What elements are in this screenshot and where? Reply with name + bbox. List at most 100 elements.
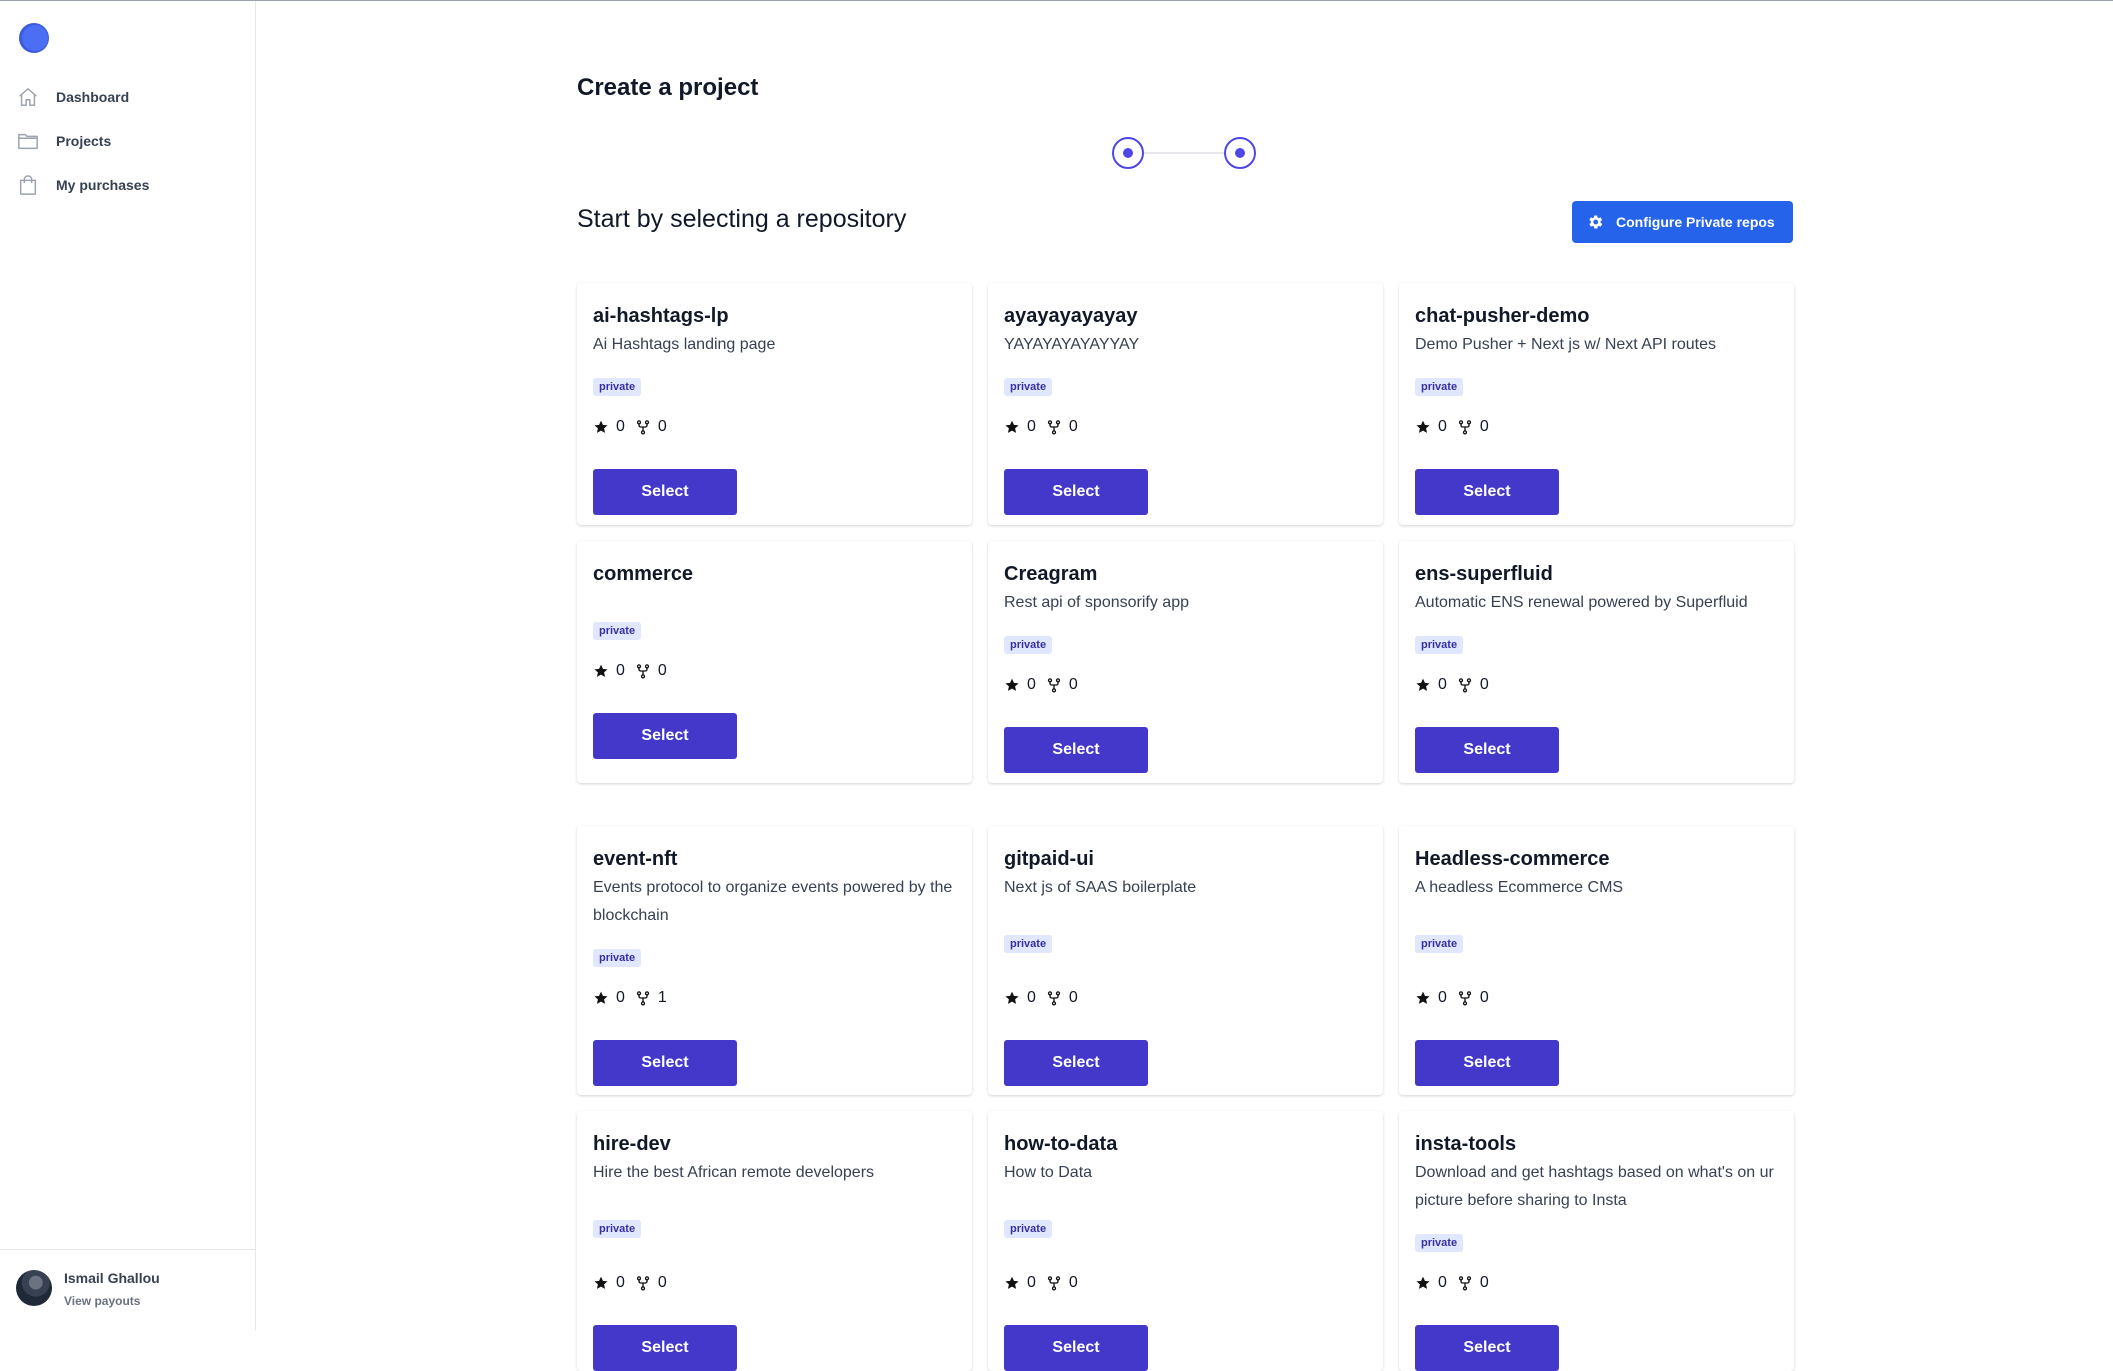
star-icon bbox=[1416, 420, 1430, 433]
fork-count: 0 bbox=[1068, 418, 1078, 435]
select-repo-button[interactable]: Select bbox=[593, 469, 737, 515]
repo-card: how-to-data How to Data private 0 0 Select bbox=[988, 1111, 1383, 1371]
sidebar-item-label: My purchases bbox=[56, 177, 150, 193]
visibility-badge: private bbox=[593, 949, 642, 967]
repo-description: A headless Ecommerce CMS bbox=[1415, 879, 1624, 896]
repo-description: Download and get hashtags based on what'… bbox=[1415, 1164, 1774, 1209]
fork-count: 0 bbox=[657, 418, 667, 435]
fork-count: 0 bbox=[1068, 1274, 1078, 1291]
folder-icon bbox=[16, 129, 40, 153]
visibility-badge: private bbox=[1415, 1234, 1464, 1252]
star-count: 0 bbox=[1438, 989, 1447, 1006]
select-repo-button[interactable]: Select bbox=[1415, 1325, 1559, 1371]
star-count: 0 bbox=[1027, 676, 1036, 693]
repo-name: ayayayayayay bbox=[1004, 305, 1138, 327]
repo-card: ens-superfluid Automatic ENS renewal powe… bbox=[1399, 541, 1794, 783]
star-icon bbox=[594, 664, 608, 677]
fork-icon bbox=[1047, 991, 1061, 1006]
star-icon bbox=[1005, 678, 1019, 691]
fork-count: 0 bbox=[1068, 989, 1078, 1006]
fork-count: 0 bbox=[1479, 1274, 1489, 1291]
user-name: Ismail Ghallou bbox=[64, 1270, 160, 1286]
star-icon bbox=[1416, 1276, 1430, 1289]
visibility-badge: private bbox=[1415, 935, 1464, 953]
section-subtitle: Start by selecting a repository bbox=[577, 205, 907, 233]
star-icon bbox=[594, 1276, 608, 1289]
star-count: 0 bbox=[1027, 1274, 1036, 1291]
fork-icon bbox=[636, 664, 650, 679]
select-repo-button[interactable]: Select bbox=[593, 1325, 737, 1371]
configure-private-repos-button[interactable]: Configure Private repos bbox=[1572, 201, 1793, 243]
shopping-bag-icon bbox=[16, 173, 40, 197]
visibility-badge: private bbox=[1415, 378, 1464, 396]
fork-count: 0 bbox=[1479, 676, 1489, 693]
visibility-badge: private bbox=[1004, 935, 1053, 953]
configure-button-label: Configure Private repos bbox=[1616, 214, 1775, 230]
sidebar-item-projects[interactable]: Projects bbox=[12, 119, 244, 163]
select-repo-button[interactable]: Select bbox=[1004, 1325, 1148, 1371]
select-repo-button[interactable]: Select bbox=[593, 713, 737, 759]
sidebar-item-my-purchases[interactable]: My purchases bbox=[12, 163, 244, 207]
star-icon bbox=[1005, 1276, 1019, 1289]
user-profile[interactable]: Ismail Ghallou View payouts bbox=[0, 1249, 256, 1330]
select-repo-button[interactable]: Select bbox=[593, 1040, 737, 1086]
repo-card: insta-tools Download and get hashtags bas… bbox=[1399, 1111, 1794, 1371]
star-icon bbox=[594, 991, 608, 1004]
repo-card: ayayayayayay YAYAYAYAYAYYAY private 0 0 Selec… bbox=[988, 283, 1383, 525]
repo-description: Automatic ENS renewal powered by Superfl… bbox=[1415, 594, 1748, 611]
fork-icon bbox=[636, 1276, 650, 1291]
star-icon bbox=[594, 420, 608, 433]
fork-count: 0 bbox=[1479, 418, 1489, 435]
select-repo-button[interactable]: Select bbox=[1415, 727, 1559, 773]
repo-description: Events protocol to organize events power… bbox=[593, 879, 953, 924]
repo-description: Demo Pusher + Next js w/ Next API routes bbox=[1415, 336, 1717, 353]
star-icon bbox=[1005, 991, 1019, 1004]
home-icon bbox=[16, 85, 40, 109]
fork-count: 0 bbox=[657, 662, 667, 679]
step-connector bbox=[1144, 152, 1224, 154]
sidebar: Dashboard Projects My purchases Ismail G… bbox=[0, 1, 256, 1330]
star-count: 0 bbox=[616, 1274, 625, 1291]
visibility-badge: private bbox=[1004, 378, 1053, 396]
select-repo-button[interactable]: Select bbox=[1004, 469, 1148, 515]
repo-card: hire-dev Hire the best African remote dev… bbox=[577, 1111, 972, 1371]
select-repo-button[interactable]: Select bbox=[1415, 1040, 1559, 1086]
repo-description: Rest api of sponsorify app bbox=[1004, 594, 1189, 611]
view-payouts-link[interactable]: View payouts bbox=[64, 1294, 141, 1308]
select-repo-button[interactable]: Select bbox=[1415, 469, 1559, 515]
select-repo-button[interactable]: Select bbox=[1004, 1040, 1148, 1086]
fork-icon bbox=[1047, 678, 1061, 693]
fork-icon bbox=[636, 991, 650, 1006]
star-icon bbox=[1005, 420, 1019, 433]
step-1-indicator bbox=[1112, 137, 1144, 169]
star-count: 0 bbox=[1027, 989, 1036, 1006]
sidebar-item-dashboard[interactable]: Dashboard bbox=[12, 75, 244, 119]
progress-stepper bbox=[1112, 137, 1272, 169]
repo-name: event-nft bbox=[593, 848, 678, 870]
repo-card: chat-pusher-demo Demo Pusher + Next js w/… bbox=[1399, 283, 1794, 525]
repo-name: ens-superfluid bbox=[1415, 563, 1553, 585]
fork-icon bbox=[1458, 1276, 1472, 1291]
logo-icon[interactable] bbox=[16, 22, 52, 54]
sidebar-nav: Dashboard Projects My purchases bbox=[12, 75, 244, 207]
repo-card: event-nft Events protocol to organize eve… bbox=[577, 826, 972, 1095]
fork-count: 0 bbox=[657, 1274, 667, 1291]
repo-name: Creagram bbox=[1004, 563, 1098, 585]
fork-icon bbox=[1458, 991, 1472, 1006]
gear-icon bbox=[1589, 215, 1603, 229]
repo-card: ai-hashtags-lp Ai Hashtags landing page pr… bbox=[577, 283, 972, 525]
select-repo-button[interactable]: Select bbox=[1004, 727, 1148, 773]
star-icon bbox=[1416, 678, 1430, 691]
page-title: Create a project bbox=[577, 74, 759, 101]
visibility-badge: private bbox=[593, 378, 642, 396]
repo-name: insta-tools bbox=[1415, 1133, 1517, 1155]
